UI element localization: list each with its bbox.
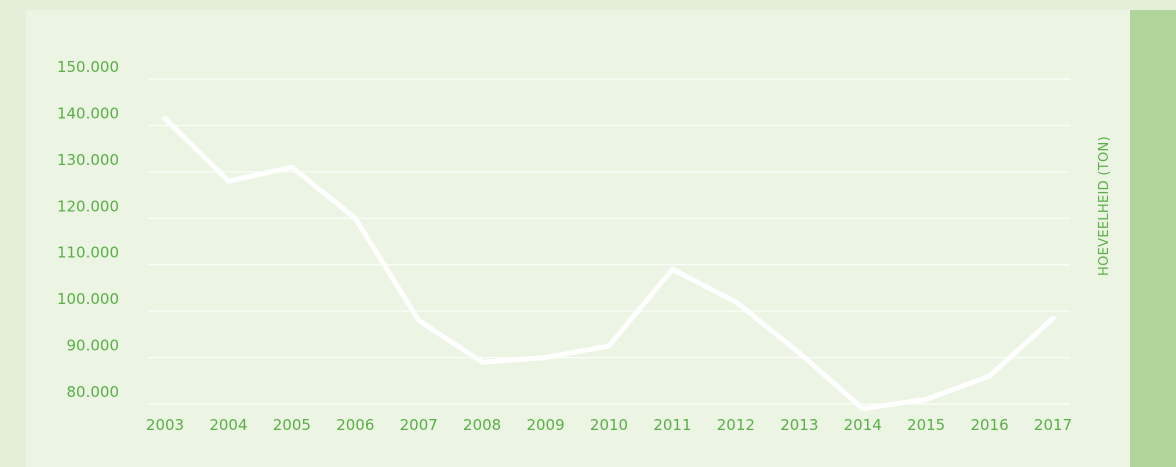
data-point (1050, 315, 1056, 321)
data-point (479, 359, 485, 365)
y-tick-label: 130.000 (57, 151, 119, 169)
y-axis-ticks: 80.000 90.000 100.000 110.000 120.000 130.000… (57, 58, 119, 401)
x-tick-label: 2005 (273, 416, 311, 434)
x-tick-label: 2017 (1034, 416, 1072, 434)
x-tick-label: 2015 (907, 416, 945, 434)
series-line (162, 115, 1056, 412)
data-point (860, 406, 866, 412)
x-tick-label: 2006 (336, 416, 374, 434)
x-tick-label: 2013 (780, 416, 818, 434)
gridlines (148, 78, 1070, 405)
data-point (669, 266, 675, 272)
data-point (225, 178, 231, 184)
y-axis-label: HOEVEELHEID (TON) (1097, 136, 1112, 276)
x-tick-label: 2011 (653, 416, 691, 434)
data-point (289, 164, 295, 170)
x-tick-label: 2009 (526, 416, 564, 434)
y-tick-label: 100.000 (57, 290, 119, 308)
side-bar (1130, 10, 1176, 467)
x-tick-label: 2010 (590, 416, 628, 434)
data-point (543, 355, 549, 361)
y-tick-label: 140.000 (57, 104, 119, 122)
x-tick-label: 2012 (717, 416, 755, 434)
data-point (987, 373, 993, 379)
y-tick-label: 150.000 (57, 58, 119, 76)
data-point (606, 343, 612, 349)
data-point (733, 299, 739, 305)
x-tick-label: 2016 (970, 416, 1008, 434)
y-tick-label: 90.000 (67, 337, 120, 355)
y-tick-label: 110.000 (57, 244, 119, 262)
x-tick-label: 2003 (146, 416, 184, 434)
data-point (416, 317, 422, 323)
data-point (796, 350, 802, 356)
data-point (923, 396, 929, 402)
x-axis-ticks: 2003 2004 2005 2006 2007 2008 2009 2010 2011 2012… (146, 416, 1072, 434)
x-tick-label: 2007 (400, 416, 438, 434)
data-point (162, 115, 168, 121)
y-tick-label: 120.000 (57, 197, 119, 215)
x-tick-label: 2004 (209, 416, 247, 434)
data-points (162, 115, 1056, 412)
x-tick-label: 2014 (844, 416, 882, 434)
data-point (352, 215, 358, 221)
y-tick-label: 80.000 (67, 383, 120, 401)
x-tick-label: 2008 (463, 416, 501, 434)
